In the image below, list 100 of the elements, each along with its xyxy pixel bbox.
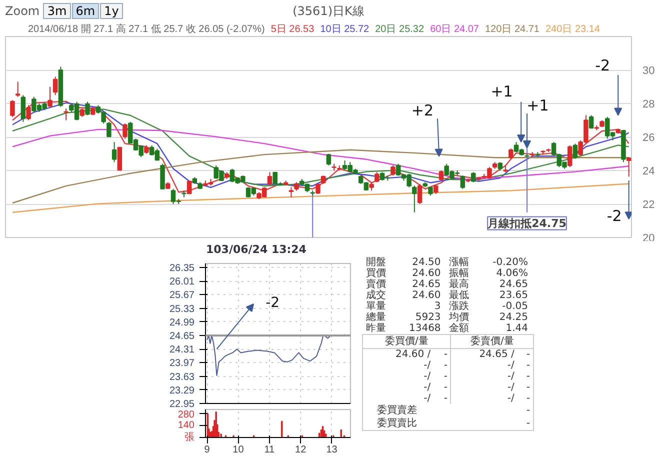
text: 4.06% <box>495 268 529 279</box>
text: - <box>525 371 531 382</box>
y-tick-label: 30 <box>642 65 655 77</box>
text: 委賣價/量 <box>450 334 534 348</box>
x-tick-label: 11 <box>264 444 276 456</box>
text: 1y <box>100 3 123 19</box>
y-tick-label: 25.33 <box>169 304 195 315</box>
candlestick <box>588 114 594 130</box>
text: - <box>525 393 531 404</box>
y-tick-label: 25.67 <box>169 290 195 302</box>
text: - <box>525 417 531 430</box>
text: 委買價/量 <box>362 334 451 348</box>
text: 120日 24.71 <box>485 24 540 35</box>
y-tick-label: 26 <box>642 132 655 144</box>
text: 1.44 <box>504 323 529 334</box>
x-tick-label: 9 <box>204 444 210 456</box>
text: 振幅 <box>448 268 470 279</box>
text: 買價 <box>365 268 387 279</box>
y-tick-label: 24.99 <box>169 317 195 328</box>
y-tick-label: 23.29 <box>169 385 195 396</box>
text: 3 <box>433 301 442 312</box>
y-tick-label: 23.97 <box>169 358 195 370</box>
y-tick-label: 24.65 <box>169 331 195 342</box>
candlestick <box>160 163 165 190</box>
text: 24.60 / <box>394 348 432 360</box>
text: 20日 25.32 <box>375 24 424 35</box>
text: 24.65 <box>498 279 529 290</box>
line-series <box>12 128 630 180</box>
text: 賣價 <box>365 279 387 290</box>
text: -/ <box>506 382 516 393</box>
text: - <box>525 348 531 360</box>
text: 24.50 <box>411 257 442 268</box>
annotation: +1 <box>490 82 513 100</box>
text: 委買賣差 <box>376 404 418 417</box>
text: 24.60 <box>411 290 442 301</box>
annotation: -2 <box>595 56 610 74</box>
x-tick-label: 12 <box>295 444 307 456</box>
text: 24.25 <box>498 312 529 323</box>
candlestick <box>186 180 192 194</box>
text: 5923 <box>414 312 442 323</box>
y-tick-label: 23.63 <box>169 372 195 383</box>
text: -/ <box>422 360 432 371</box>
candlestick <box>26 104 31 121</box>
annotation: +2 <box>411 102 434 120</box>
text: -/ <box>422 393 432 404</box>
text: -/ <box>422 382 432 393</box>
text: 最高 <box>448 279 470 290</box>
candlestick <box>117 146 122 171</box>
chart-title: (3561)日K線 <box>292 4 364 18</box>
y-tick-label: 張 <box>184 432 194 443</box>
text: - <box>525 382 531 393</box>
text: 漲幅 <box>448 257 470 268</box>
text: Zoom <box>5 4 40 18</box>
candlestick <box>567 144 572 168</box>
text: 13468 <box>408 323 442 334</box>
text: 240日 23.14 <box>546 24 600 35</box>
annotation: -2 <box>266 295 280 311</box>
candlestick <box>572 143 578 160</box>
candlestick <box>267 172 272 186</box>
y-tick-label: 24 <box>642 166 655 178</box>
candlestick <box>316 183 320 194</box>
y-tick-label: 26.01 <box>169 276 195 288</box>
text: - <box>434 382 451 393</box>
text: -/ <box>506 360 516 371</box>
text: 總量 <box>365 312 387 323</box>
text: -/ <box>506 371 516 382</box>
candlestick <box>20 94 26 122</box>
text: 委買賣比 <box>376 417 418 430</box>
text: 60日 24.07 <box>430 24 479 35</box>
y-tick-label: 22 <box>642 199 655 211</box>
text: 5日 26.53 <box>270 24 314 35</box>
x-tick-label: 10 <box>232 444 244 456</box>
text: 漲跌 <box>448 301 470 312</box>
candlestick <box>374 172 380 183</box>
candlestick <box>48 86 52 108</box>
chart-subtitle: 2014/06/18 開 27.1 高 27.1 低 25.7 收 26.05 (-2.07%) <box>28 24 265 35</box>
text: 6m <box>72 3 100 19</box>
text: - <box>434 393 451 404</box>
candlestick <box>471 172 476 183</box>
text: 均價 <box>448 312 470 323</box>
candlestick <box>417 183 422 204</box>
text: 24.60 <box>411 268 442 279</box>
text: -/ <box>506 393 516 404</box>
text: -0.05 <box>501 301 529 312</box>
text: 24.65 <box>411 279 442 290</box>
text: 開盤 <box>365 257 387 268</box>
y-tick-label: 26.35 <box>169 263 195 274</box>
y-tick-label: 28 <box>642 98 655 110</box>
candlestick <box>390 164 396 176</box>
candlestick <box>460 175 466 190</box>
candlestick <box>10 100 15 118</box>
candlestick <box>626 156 632 178</box>
x-tick-label: 13 <box>326 444 338 456</box>
text: - <box>434 360 451 371</box>
text: 成交 <box>365 290 387 301</box>
text: 24.65 / <box>478 348 516 360</box>
candlestick <box>52 76 58 96</box>
candlestick <box>412 185 417 213</box>
y-tick-label: 24.31 <box>169 344 195 356</box>
text: - <box>434 371 451 382</box>
